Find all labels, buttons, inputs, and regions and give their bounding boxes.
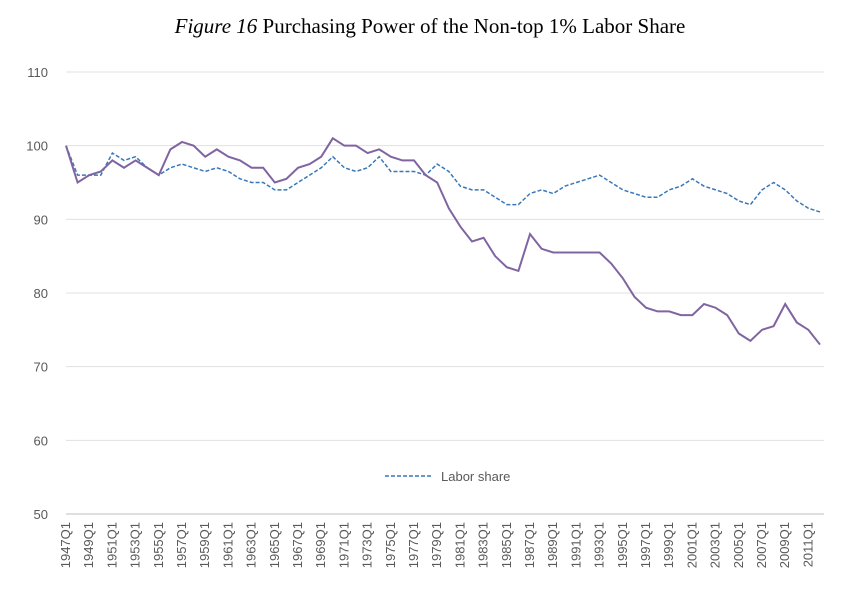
x-tick-label: 1967Q1 (290, 522, 305, 568)
figure-label: Figure 16 (174, 14, 258, 38)
x-tick-label: 1979Q1 (429, 522, 444, 568)
x-tick-label: 1961Q1 (220, 522, 235, 568)
x-tick-label: 1971Q1 (336, 522, 351, 568)
x-tick-label: 2007Q1 (754, 522, 769, 568)
y-tick-label: 60 (34, 433, 48, 448)
x-tick-label: 1983Q1 (476, 522, 491, 568)
x-tick-label: 1955Q1 (151, 522, 166, 568)
series-line (65, 136, 821, 346)
x-tick-label: 1959Q1 (197, 522, 212, 568)
x-tick-label: 1989Q1 (545, 522, 560, 568)
x-tick-label: 1947Q1 (58, 522, 73, 568)
x-tick-label: 1973Q1 (360, 522, 375, 568)
x-tick-label: 1969Q1 (313, 522, 328, 568)
title-text: Purchasing Power of the Non-top 1% Labor… (263, 14, 686, 38)
x-tick-label: 1993Q1 (592, 522, 607, 568)
x-tick-label: 1981Q1 (452, 522, 467, 568)
x-tick-label: 2003Q1 (708, 522, 723, 568)
x-tick-label: 1985Q1 (499, 522, 514, 568)
x-tick-label: 1991Q1 (568, 522, 583, 568)
y-tick-label: 90 (34, 212, 48, 227)
legend-label: Labor share (441, 469, 510, 484)
x-tick-label: 2011Q1 (800, 522, 815, 567)
x-tick-label: 1963Q1 (244, 522, 259, 568)
y-tick-label: 50 (34, 507, 48, 522)
x-tick-label: 1975Q1 (383, 522, 398, 568)
x-tick-label: 1987Q1 (522, 522, 537, 568)
y-tick-label: 80 (34, 286, 48, 301)
x-tick-label: 1995Q1 (615, 522, 630, 568)
x-tick-label: 1949Q1 (81, 522, 96, 568)
x-tick-label: 1951Q1 (104, 522, 119, 568)
y-tick-label: 100 (26, 139, 48, 154)
x-tick-label: 1977Q1 (406, 522, 421, 568)
series-line (65, 145, 821, 213)
y-tick-label: 110 (27, 65, 48, 80)
x-tick-label: 1957Q1 (174, 522, 189, 568)
chart-title: Figure 16 Purchasing Power of the Non-to… (174, 14, 686, 38)
x-tick-label: 1953Q1 (128, 522, 143, 568)
x-tick-label: 1965Q1 (267, 522, 282, 568)
x-tick-label: 2005Q1 (731, 522, 746, 568)
y-tick-label: 70 (34, 360, 48, 375)
x-tick-label: 2001Q1 (684, 522, 699, 568)
x-tick-label: 2009Q1 (777, 522, 792, 568)
x-tick-label: 1997Q1 (638, 522, 653, 568)
x-tick-label: 1999Q1 (661, 522, 676, 568)
